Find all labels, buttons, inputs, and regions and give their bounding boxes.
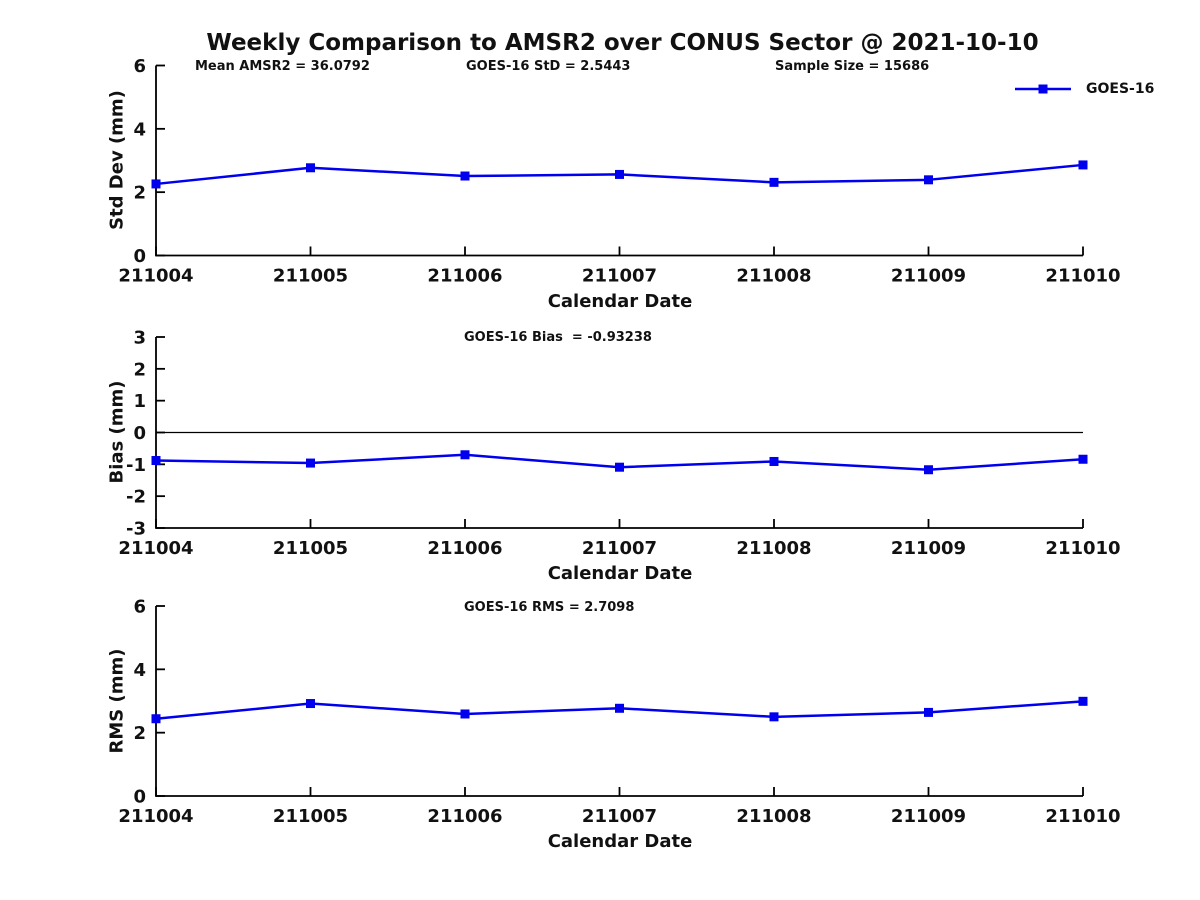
x-tick-label: 211004 xyxy=(118,806,193,827)
rms-subplot: 211004 211005 211006 211007 211008 211009 2110… xyxy=(118,597,1120,828)
std-dev-data-point-marker xyxy=(306,163,315,173)
bias-data-point-marker xyxy=(769,456,779,466)
rms-data-point-marker xyxy=(924,707,933,717)
bias-x-axis-label: Calendar Date xyxy=(547,563,693,584)
annotation-sample-size: Sample Size = 15686 xyxy=(775,59,930,74)
y-tick-label: 0 xyxy=(133,423,146,444)
x-tick-label: 211010 xyxy=(1045,806,1120,827)
y-tick-label: 4 xyxy=(133,119,146,140)
y-tick-label: -2 xyxy=(126,487,146,508)
stddev-x-axis-label: Calendar Date xyxy=(547,291,693,312)
y-tick-label: 4 xyxy=(133,660,146,681)
rms-axes xyxy=(155,606,1083,797)
bias-data-point-marker xyxy=(1078,454,1088,464)
annotation-goes16-rms: GOES-16 RMS = 2.7098 xyxy=(464,600,635,615)
bias-data-point-marker xyxy=(924,465,933,475)
x-tick-label: 211009 xyxy=(891,806,966,827)
x-tick-label: 211004 xyxy=(118,538,193,559)
x-tick-label: 211005 xyxy=(273,266,348,287)
legend-label: GOES-16 xyxy=(1086,81,1155,97)
legend: GOES-16 xyxy=(1015,81,1154,97)
std-dev-axes xyxy=(155,65,1083,257)
y-tick-label: 6 xyxy=(133,56,146,77)
bias-data-point-marker xyxy=(460,450,470,460)
rms-data-point-marker xyxy=(615,703,624,713)
std-dev-data-point-marker xyxy=(615,169,624,179)
rms-y-axis-label: RMS (mm) xyxy=(106,648,128,754)
x-tick-label: 211007 xyxy=(582,266,657,287)
x-tick-label: 211010 xyxy=(1045,538,1120,559)
chart-title: Weekly Comparison to AMSR2 over CONUS Se… xyxy=(206,30,1039,56)
rms-data-point-marker xyxy=(1078,696,1088,706)
bias-data-point-marker xyxy=(306,458,315,468)
rms-x-axis-label: Calendar Date xyxy=(547,831,693,852)
y-tick-label: 2 xyxy=(133,723,146,744)
std-dev-data-point-marker xyxy=(924,175,933,185)
x-tick-label: 211007 xyxy=(582,806,657,827)
bias-data-point-marker xyxy=(151,456,161,466)
y-tick-label: 6 xyxy=(133,597,146,618)
x-tick-label: 211009 xyxy=(891,538,966,559)
bias-y-axis-label: Bias (mm) xyxy=(106,380,128,484)
bias-data-point-marker xyxy=(615,462,624,472)
y-tick-label: -3 xyxy=(126,519,146,540)
y-tick-label: -1 xyxy=(126,455,146,476)
y-tick-label: 0 xyxy=(133,246,146,267)
y-tick-label: 2 xyxy=(133,183,146,204)
std-dev-subplot: 211004 211005 211006 211007 211008 211009 2110… xyxy=(118,56,1120,287)
y-tick-label: 3 xyxy=(133,328,146,349)
std-dev-data-point-marker xyxy=(151,179,161,189)
stddev-y-axis-label: Std Dev (mm) xyxy=(106,90,128,230)
std-dev-data-point-marker xyxy=(769,177,779,187)
x-tick-label: 211006 xyxy=(427,538,502,559)
std-dev-data-point-marker xyxy=(1078,160,1088,170)
x-tick-label: 211005 xyxy=(273,538,348,559)
y-tick-label: 2 xyxy=(133,359,146,380)
rms-data-point-marker xyxy=(151,714,161,724)
annotation-mean-amsr2: Mean AMSR2 = 36.0792 xyxy=(195,59,370,74)
x-tick-label: 211009 xyxy=(891,266,966,287)
x-tick-label: 211008 xyxy=(736,538,811,559)
y-tick-label: 1 xyxy=(133,391,146,412)
annotation-goes16-std: GOES-16 StD = 2.5443 xyxy=(466,59,631,74)
annotation-goes16-bias: GOES-16 Bias = -0.93238 xyxy=(464,330,652,345)
legend-square-marker xyxy=(1038,84,1048,94)
rms-data-point-marker xyxy=(460,709,470,719)
x-tick-label: 211010 xyxy=(1045,266,1120,287)
x-tick-label: 211008 xyxy=(736,806,811,827)
x-tick-label: 211005 xyxy=(273,806,348,827)
std-dev-data-point-marker xyxy=(460,171,470,181)
x-tick-label: 211006 xyxy=(427,266,502,287)
y-tick-label: 0 xyxy=(133,787,146,808)
x-tick-label: 211004 xyxy=(118,266,193,287)
x-tick-label: 211008 xyxy=(736,266,811,287)
x-tick-label: 211007 xyxy=(582,538,657,559)
rms-data-point-marker xyxy=(769,712,779,722)
legend-line-sample xyxy=(1015,84,1071,94)
rms-data-point-marker xyxy=(306,699,315,709)
x-tick-label: 211006 xyxy=(427,806,502,827)
bias-subplot: 211004 211005 211006 211007 211008 211009 2110… xyxy=(118,328,1120,560)
